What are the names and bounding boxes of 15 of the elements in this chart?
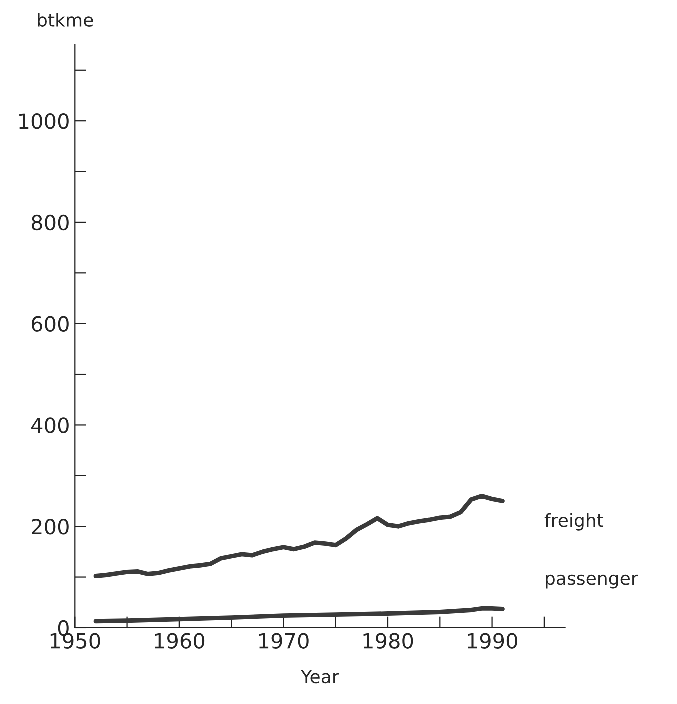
x-tick-label: 1990 [468, 633, 518, 649]
x-tick-label: 1970 [260, 633, 309, 649]
y-tick-label: 600 [32, 316, 69, 332]
y-axis-title: btkme [38, 13, 94, 27]
y-tick-label: 800 [32, 214, 69, 231]
text: passenger [546, 574, 638, 589]
line-series [94, 606, 505, 624]
x-tick-label: 1960 [155, 633, 205, 649]
line-series [94, 494, 505, 578]
x-axis-title: Year [301, 670, 340, 684]
x-tick-label: 1980 [364, 633, 414, 649]
y-tick-label: 400 [32, 418, 69, 434]
y-tick-label: 1000 [20, 114, 69, 130]
text: freight [544, 513, 604, 531]
y-tick-label: 200 [32, 519, 69, 535]
